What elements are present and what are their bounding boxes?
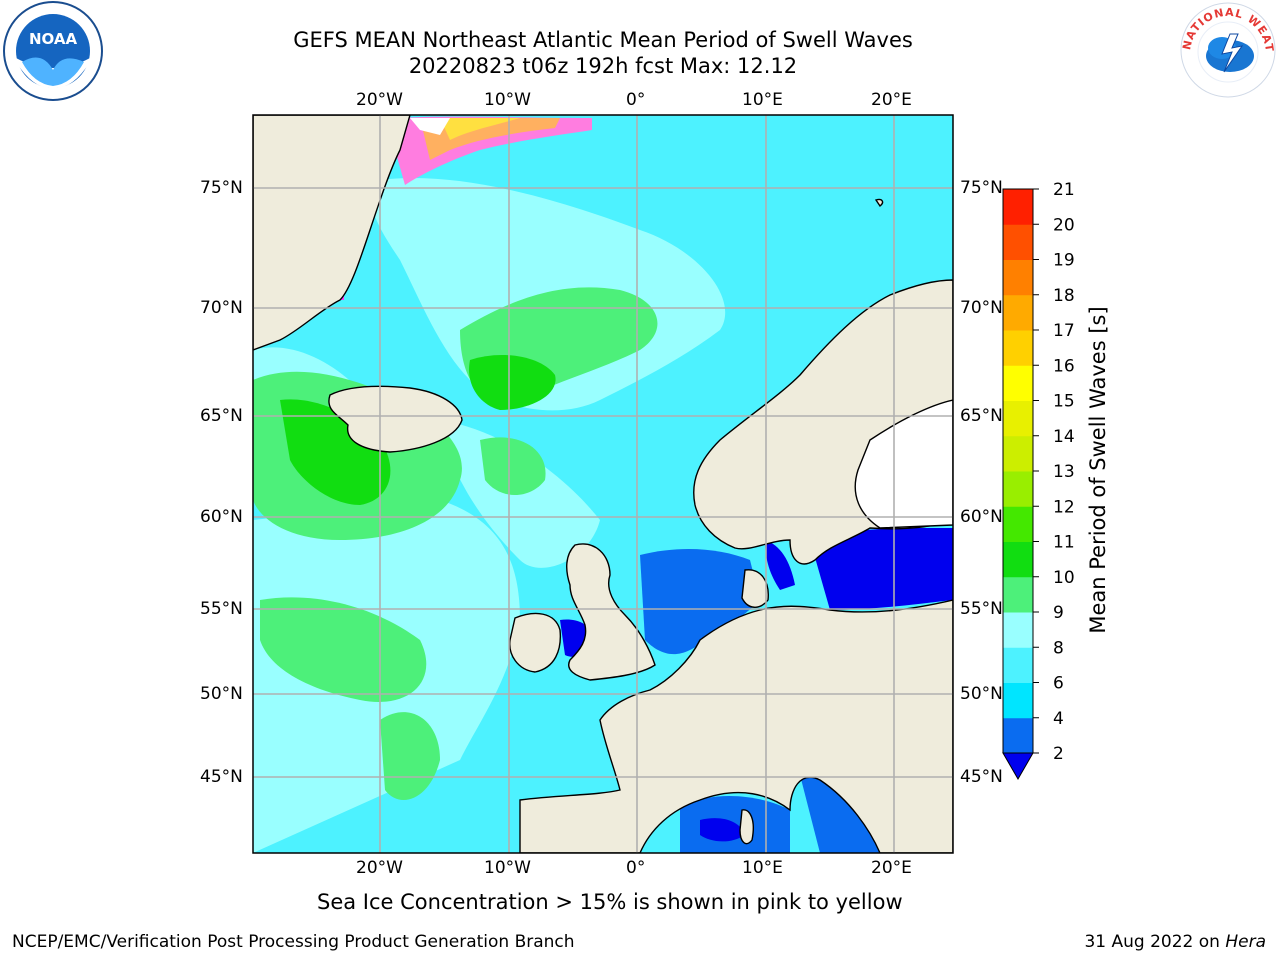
colorbar-segment xyxy=(1003,294,1033,331)
colorbar-segment xyxy=(1003,224,1033,260)
colorbar-segment xyxy=(1003,682,1033,719)
lat-tick-right-60n: 60°N xyxy=(960,507,1003,527)
denmark-land xyxy=(741,569,769,608)
colorbar-tick-label: 11 xyxy=(1053,533,1075,553)
colorbar-tick-label: 15 xyxy=(1053,392,1075,412)
sea-ice-note: Sea Ice Concentration > 15% is shown in … xyxy=(317,890,903,914)
colorbar-tick-label: 17 xyxy=(1053,321,1075,341)
graticule xyxy=(253,115,953,853)
colorbar-tick-label: 16 xyxy=(1053,356,1075,376)
colorbar-tick-label: 18 xyxy=(1053,286,1075,306)
colorbar: 2 4 6 8 9 10 11 12 13 14 15 16 17 18 19 20 21 xyxy=(1002,180,1075,781)
colorbar-segment xyxy=(1003,189,1033,225)
corsica-land xyxy=(739,809,754,845)
colorbar-segment xyxy=(1003,647,1033,683)
ireland-land xyxy=(509,612,562,673)
colorbar-tick-label: 12 xyxy=(1053,497,1075,517)
colorbar-tick-label: 9 xyxy=(1053,603,1064,623)
lat-tick-left-70n: 70°N xyxy=(200,298,243,318)
chart-title: GEFS MEAN Northeast Atlantic Mean Period… xyxy=(293,28,913,52)
colorbar-segment xyxy=(1003,506,1033,542)
map-frame xyxy=(252,114,954,854)
lon-tick-top-0: 0° xyxy=(626,90,646,110)
colorbar-tick-label: 20 xyxy=(1053,215,1075,235)
colorbar-tick-label: 14 xyxy=(1053,427,1075,447)
lat-tick-left-55n: 55°N xyxy=(200,599,243,619)
footer-date-text: 31 Aug 2022 on xyxy=(1084,932,1226,952)
colorbar-tick-label: 6 xyxy=(1053,674,1064,694)
lon-tick-top-10e: 10°E xyxy=(742,90,783,110)
colorbar-tick-label: 4 xyxy=(1053,709,1064,729)
colorbar-segment xyxy=(1003,612,1033,648)
lon-tick-top-10w: 10°W xyxy=(484,90,531,110)
lon-tick-bottom-10w: 10°W xyxy=(484,858,531,878)
lat-tick-left-45n: 45°N xyxy=(200,767,243,787)
lon-tick-bottom-0: 0° xyxy=(626,858,646,878)
lat-tick-right-55n: 55°N xyxy=(960,599,1003,619)
footer-host: Hera xyxy=(1225,932,1266,952)
lat-tick-right-70n: 70°N xyxy=(960,298,1003,318)
lon-tick-bottom-10e: 10°E xyxy=(742,858,783,878)
colorbar-tick-label: 13 xyxy=(1053,462,1075,482)
colorbar-tick-label: 2 xyxy=(1053,744,1064,764)
footer-date: 31 Aug 2022 on Hera xyxy=(1084,932,1266,952)
map-area xyxy=(253,115,953,853)
colorbar-segment xyxy=(1003,717,1033,754)
lat-tick-right-65n: 65°N xyxy=(960,406,1003,426)
swell-below-2-region xyxy=(560,528,953,842)
colorbar-segment xyxy=(1003,576,1033,613)
lon-tick-bottom-20w: 20°W xyxy=(356,858,403,878)
lat-tick-left-60n: 60°N xyxy=(200,507,243,527)
lat-tick-right-45n: 45°N xyxy=(960,767,1003,787)
iceland-land xyxy=(328,385,463,453)
colorbar-segment xyxy=(1003,541,1033,578)
lon-tick-top-20w: 20°W xyxy=(356,90,403,110)
nws-logo: NATIONAL WEATHER SERVICE xyxy=(1173,0,1278,100)
colorbar-segment xyxy=(1003,365,1033,401)
noaa-logo: NOAA xyxy=(2,0,104,102)
colorbar-tick-label: 19 xyxy=(1053,251,1075,271)
lat-tick-left-65n: 65°N xyxy=(200,406,243,426)
lon-tick-bottom-20e: 20°E xyxy=(871,858,912,878)
svalbard-land xyxy=(874,198,884,208)
colorbar-tick-label: 10 xyxy=(1053,568,1075,588)
colorbar-label: Mean Period of Swell Waves [s] xyxy=(1086,306,1110,634)
colorbar-segment xyxy=(1003,471,1033,507)
chart-subtitle: 20220823 t06z 192h fcst Max: 12.12 xyxy=(408,54,798,78)
lat-tick-right-75n: 75°N xyxy=(960,178,1003,198)
lat-tick-left-50n: 50°N xyxy=(200,684,243,704)
colorbar-tick-label: 8 xyxy=(1053,638,1064,658)
noaa-logo-text: NOAA xyxy=(29,30,78,48)
colorbar-segment xyxy=(1003,259,1033,296)
colorbar-tick-label: 21 xyxy=(1053,180,1075,200)
greenland-land xyxy=(253,115,411,351)
europe-land xyxy=(519,599,953,853)
lat-tick-right-50n: 50°N xyxy=(960,684,1003,704)
colorbar-under-triangle xyxy=(1002,752,1034,781)
colorbar-segment xyxy=(1003,435,1033,472)
lat-tick-left-75n: 75°N xyxy=(200,178,243,198)
lon-tick-top-20e: 20°E xyxy=(871,90,912,110)
great-britain-land xyxy=(566,543,656,681)
footer-credit: NCEP/EMC/Verification Post Processing Pr… xyxy=(12,932,575,952)
land-masses xyxy=(253,115,953,853)
colorbar-segment xyxy=(1003,400,1033,437)
colorbar-segment xyxy=(1003,330,1033,366)
finland-land xyxy=(854,399,953,529)
